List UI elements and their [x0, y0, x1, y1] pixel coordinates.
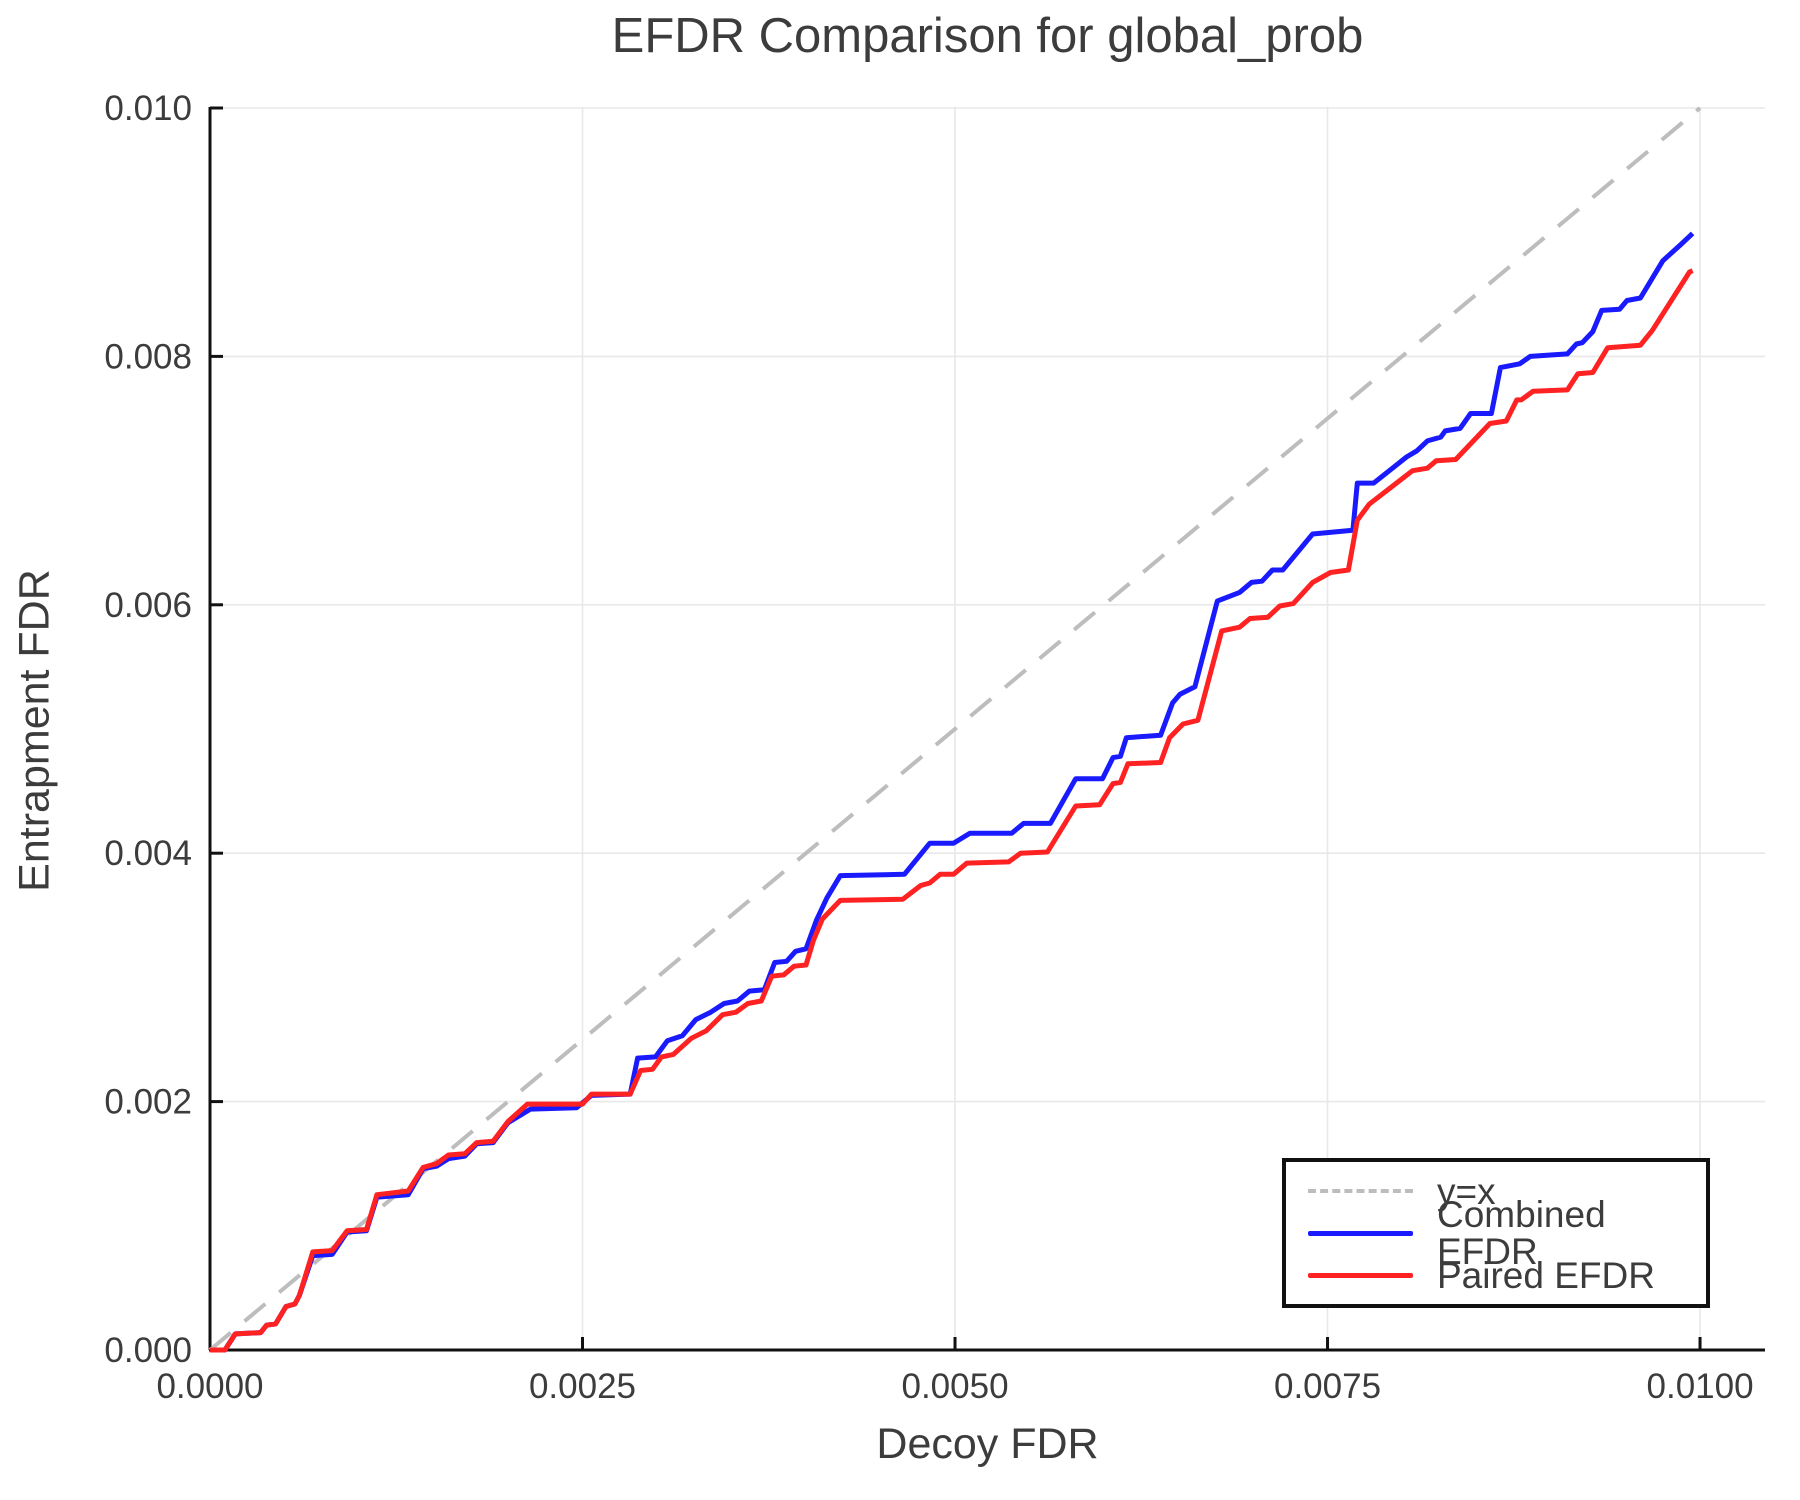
- legend-entry-combined-efdr: Combined EFDR: [1308, 1196, 1706, 1270]
- legend-entry-y-equals-x: y=x: [1308, 1172, 1706, 1210]
- legend-label: y=x: [1437, 1170, 1496, 1212]
- y-tick-label: 0.004: [104, 834, 192, 873]
- y-tick-label: 0.006: [104, 586, 192, 625]
- legend-label: Combined EFDR: [1437, 1194, 1606, 1272]
- x-tick-label: 0.0000: [156, 1367, 263, 1406]
- series-line-y-x: [208, 106, 1702, 1352]
- y-tick-label: 0.010: [104, 89, 192, 128]
- y-axis-title: Entrapment FDR: [10, 569, 59, 892]
- legend-box: y=x Combined EFDR Paired EFDR: [1282, 1158, 1710, 1308]
- x-tick-label: 0.0050: [901, 1367, 1008, 1406]
- y-tick-label: 0.000: [104, 1331, 192, 1370]
- legend-entry-paired-efdr: Paired EFDR: [1308, 1256, 1706, 1294]
- chart-title: EFDR Comparison for global_prob: [611, 9, 1364, 63]
- x-tick-label: 0.0025: [529, 1367, 636, 1406]
- y-tick-label: 0.002: [104, 1083, 192, 1122]
- x-axis-title: Decoy FDR: [876, 1420, 1099, 1468]
- y-tick-label: 0.008: [104, 337, 192, 376]
- legend-label: Paired EFDR: [1437, 1254, 1655, 1296]
- blue-line-swatch-icon: [1308, 1230, 1413, 1236]
- x-tick-label: 0.0075: [1274, 1367, 1381, 1406]
- red-line-swatch-icon: [1308, 1272, 1413, 1278]
- series-line-paired-efdr: [210, 268, 1694, 1353]
- dashed-line-swatch-icon: [1308, 1189, 1413, 1193]
- x-tick-label: 0.0100: [1647, 1367, 1754, 1406]
